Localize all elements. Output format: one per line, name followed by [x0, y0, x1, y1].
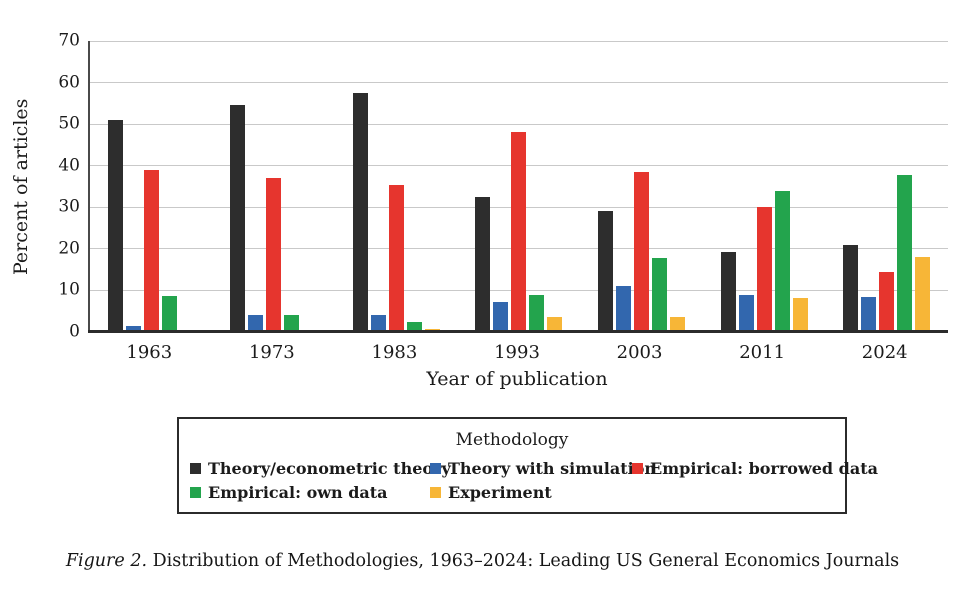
bar-1973-empirical-own-data	[284, 315, 300, 332]
legend-entries: Theory/econometric theory Theory with sim…	[190, 459, 878, 502]
bar-1983-empirical-borrowed-data	[388, 185, 404, 332]
y-tick-label-0: 0	[69, 321, 80, 342]
bar-1963-theory-econometric-theory	[107, 120, 123, 332]
bar-1963-theory-with-simulation	[125, 325, 141, 332]
bar-1973-empirical-borrowed-data	[266, 178, 282, 332]
bar-2011-theory-with-simulation	[738, 295, 754, 332]
legend-swatch-icon	[632, 463, 643, 474]
bar-2003-theory-with-simulation	[616, 286, 632, 332]
gridline-60	[90, 82, 948, 84]
x-tick-label-1983: 1983	[371, 342, 418, 363]
bar-2011-theory-econometric-theory	[720, 251, 736, 332]
x-tick-label-1993: 1993	[494, 342, 540, 363]
bar-2024-empirical-own-data	[897, 174, 913, 332]
bar-2024-theory-with-simulation	[861, 296, 877, 332]
bar-group-2011	[703, 41, 826, 332]
y-tick-label-40: 40	[58, 155, 80, 176]
legend-entry-label: Theory with simulation	[448, 459, 656, 478]
legend-entry-theory-econometric-theory: Theory/econometric theory	[190, 459, 451, 478]
bar-1993-theory-econometric-theory	[475, 196, 491, 332]
bar-1993-empirical-own-data	[529, 295, 545, 332]
gridline-50	[90, 123, 948, 125]
bar-group-2024	[825, 41, 948, 332]
bar-1983-theory-with-simulation	[370, 315, 386, 332]
legend-entry-empirical-own-data: Empirical: own data	[190, 483, 430, 502]
y-tick-label-20: 20	[58, 238, 80, 259]
x-tick-label-2024: 2024	[861, 342, 908, 363]
x-tick-label-1963: 1963	[126, 342, 173, 363]
y-tick-label-60: 60	[58, 72, 80, 93]
bar-2003-empirical-own-data	[652, 258, 668, 332]
y-tick-label-50: 50	[58, 113, 80, 134]
bar-1993-empirical-borrowed-data	[511, 132, 527, 332]
legend-box: Methodology Theory/econometric theory The…	[177, 417, 878, 514]
bar-2024-theory-econometric-theory	[843, 244, 859, 332]
bar-2024-empirical-borrowed-data	[879, 271, 895, 332]
y-tick-label-30: 30	[58, 196, 80, 217]
bar-2003-empirical-borrowed-data	[634, 171, 650, 332]
bar-2003-experiment	[670, 316, 686, 332]
bar-2003-theory-econometric-theory	[598, 211, 614, 332]
bar-group-1983	[335, 41, 458, 332]
bar-group-1993	[458, 41, 581, 332]
plot-area	[88, 40, 948, 333]
figure-caption-label: Figure 2.	[65, 551, 148, 571]
bar-1973-theory-with-simulation	[248, 314, 264, 332]
bar-2011-empirical-own-data	[774, 190, 790, 332]
bar-1963-empirical-own-data	[161, 295, 177, 332]
legend-swatch-icon	[430, 463, 441, 474]
y-axis-tick-labels: 0 10 20 30 40 50 60 70	[0, 32, 80, 340]
y-tick-label-10: 10	[58, 279, 80, 300]
bar-1983-theory-econometric-theory	[352, 92, 368, 332]
x-axis-line	[88, 330, 948, 333]
bar-group-1963	[90, 41, 213, 332]
gridline-70	[90, 40, 948, 42]
x-tick-label-2003: 2003	[616, 342, 663, 363]
x-tick-label-1973: 1973	[248, 342, 295, 363]
bar-2011-empirical-borrowed-data	[756, 207, 772, 332]
bar-group-1973	[213, 41, 336, 332]
legend-entry-label: Experiment	[448, 483, 552, 502]
bar-1983-empirical-own-data	[406, 321, 422, 332]
legend-entry-label: Theory/econometric theory	[208, 459, 451, 478]
bar-1993-experiment	[547, 316, 563, 332]
legend-entry-empirical-borrowed-data: Empirical: borrowed data	[632, 459, 878, 478]
legend-entry-label: Empirical: own data	[208, 483, 388, 502]
legend-title: Methodology	[455, 430, 569, 450]
bar-1993-theory-with-simulation	[493, 301, 509, 332]
legend-entry-experiment: Experiment	[430, 483, 632, 502]
y-tick-label-70: 70	[58, 30, 80, 51]
bar-2024-experiment	[915, 256, 931, 332]
legend-entry-theory-with-simulation: Theory with simulation	[430, 459, 656, 478]
legend-swatch-icon	[190, 487, 201, 498]
figure-caption-text: Distribution of Methodologies, 1963–2024…	[147, 551, 900, 571]
x-axis-title: Year of publication	[426, 368, 608, 390]
legend-entry-label: Empirical: borrowed data	[650, 459, 878, 478]
bar-group-2003	[580, 41, 703, 332]
legend-swatch-icon	[430, 487, 441, 498]
legend-swatch-icon	[190, 463, 201, 474]
x-tick-label-2011: 2011	[739, 342, 786, 363]
figure-caption: Figure 2. Distribution of Methodologies,…	[0, 551, 965, 571]
x-axis-tick-labels: 1963 1973 1983 1993 2003 2011 2024	[88, 342, 946, 364]
bar-2011-experiment	[792, 297, 808, 332]
bar-1973-theory-econometric-theory	[230, 105, 246, 332]
bar-1963-empirical-borrowed-data	[143, 169, 159, 332]
